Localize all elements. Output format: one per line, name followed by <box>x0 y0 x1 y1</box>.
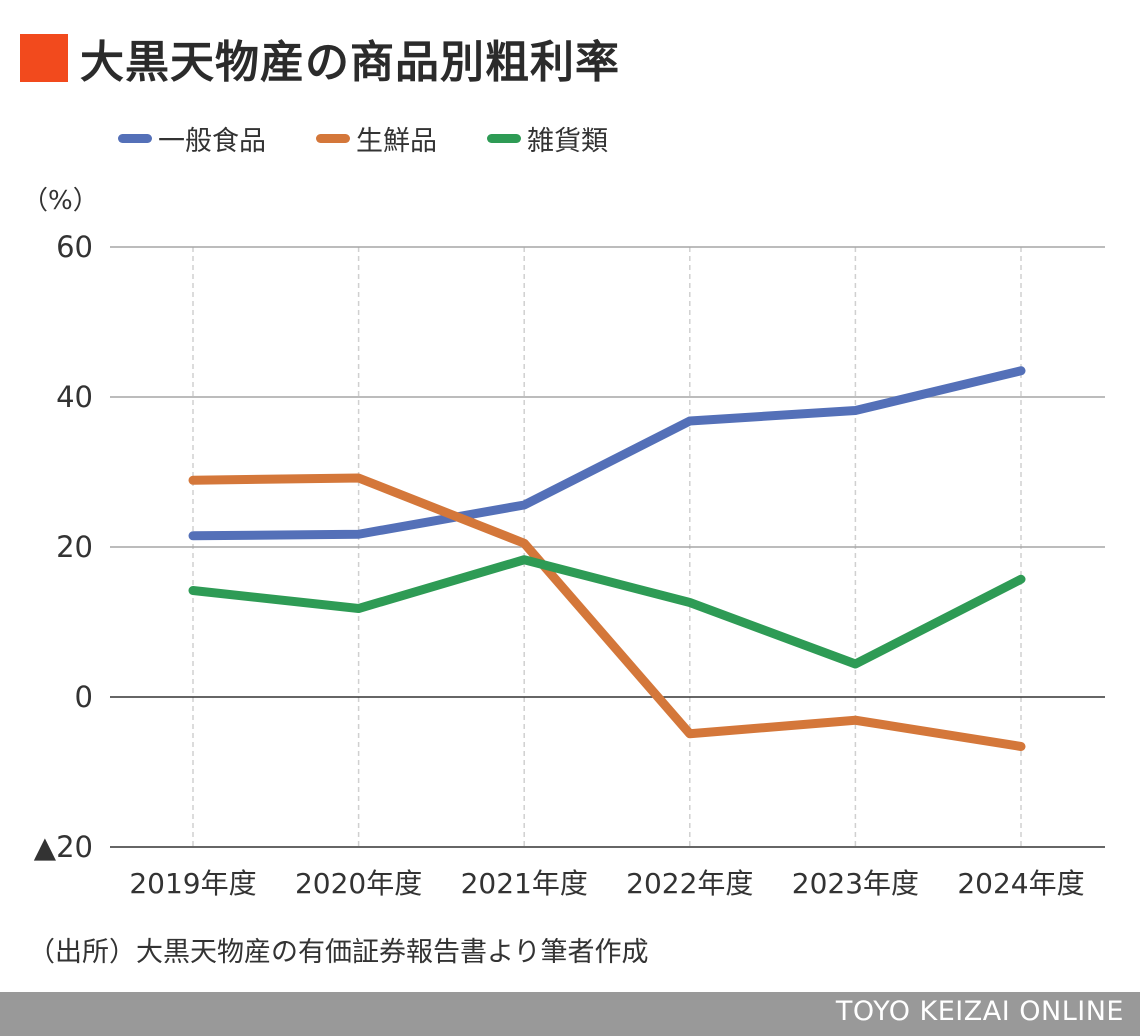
chart-title: 大黒天物産の商品別粗利率 <box>80 37 620 88</box>
x-axis-tick-labels: 2019年度 2020年度 2021年度 2022年度 2023年度 2024年度 <box>129 867 1084 900</box>
series-line-2 <box>188 473 1026 751</box>
y-axis-tick-labels: 60 40 20 0 ▲20 <box>34 230 93 864</box>
title-accent-square <box>20 34 68 82</box>
legend-swatch <box>118 133 152 143</box>
y-tick-label: ▲20 <box>34 830 93 864</box>
legend-item: 雑貨類 <box>487 119 608 158</box>
legend-swatch <box>487 133 521 143</box>
x-tick-label: 2024年度 <box>957 867 1084 900</box>
footer-brand: TOYO KEIZAI ONLINE <box>835 996 1124 1027</box>
x-tick-label: 2023年度 <box>792 867 919 900</box>
legend-swatch <box>316 133 350 143</box>
y-axis-unit-label: （%） <box>22 186 99 216</box>
footer-bar: TOYO KEIZAI ONLINE <box>0 992 1140 1036</box>
x-tick-label: 2021年度 <box>461 867 588 900</box>
y-tick-label: 60 <box>56 230 93 264</box>
y-tick-label: 0 <box>75 680 93 714</box>
series-line-3 <box>188 555 1026 669</box>
x-tick-label: 2019年度 <box>129 867 256 900</box>
source-note: （出所）大黒天物産の有価証券報告書より筆者作成 <box>28 937 649 968</box>
y-tick-label: 20 <box>56 530 93 564</box>
chart-title-bar: 大黒天物産の商品別粗利率 <box>20 28 620 88</box>
legend-label: 雑貨類 <box>527 125 608 157</box>
legend-label: 生鮮品 <box>356 125 437 157</box>
legend-item: 生鮮品 <box>316 119 437 158</box>
y-tick-label: 40 <box>56 380 93 414</box>
chart-legend: 一般食品 生鮮品 雑貨類 <box>118 118 658 158</box>
x-tick-label: 2022年度 <box>626 867 753 900</box>
legend-item: 一般食品 <box>118 119 266 158</box>
grid-lines <box>110 246 1105 848</box>
series-line-1 <box>188 366 1026 541</box>
line-chart: 60 40 20 0 ▲20 2019年度 2020年度 2021年度 2022年度 2023年… <box>34 230 1105 900</box>
x-tick-label: 2020年度 <box>295 867 422 900</box>
legend-label: 一般食品 <box>158 125 266 157</box>
series-lines <box>188 366 1026 751</box>
